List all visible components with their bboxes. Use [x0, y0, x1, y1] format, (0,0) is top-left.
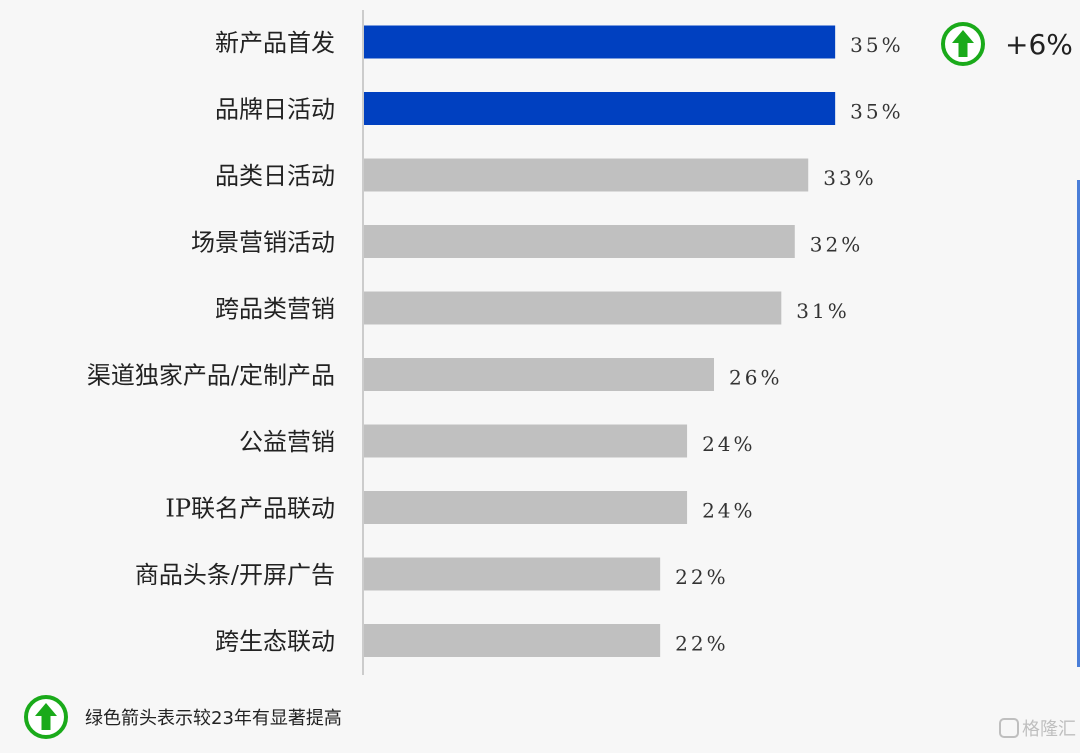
- badge-text: +6%: [1005, 28, 1073, 61]
- category-label: 商品头条/开屏广告: [135, 561, 335, 589]
- data-label: 22%: [675, 632, 728, 656]
- bar: [364, 291, 782, 325]
- category-label: IP联名产品联动: [165, 495, 335, 523]
- up-arrow-icon: [24, 695, 68, 739]
- category-label: 新产品首发: [215, 29, 335, 57]
- category-label: 跨品类营销: [215, 295, 335, 323]
- legend-text: 绿色箭头表示较23年有显著提高: [85, 708, 342, 729]
- right-edge-line: [1077, 180, 1080, 667]
- bar: [364, 358, 714, 391]
- bar: [364, 491, 688, 524]
- legend: 绿色箭头表示较23年有显著提高: [24, 695, 342, 739]
- watermark-logo-icon: [999, 718, 1019, 738]
- arrow-shape: [35, 703, 57, 730]
- data-label: 32%: [810, 233, 863, 257]
- growth-badge: +6%: [941, 22, 1073, 66]
- bar: [364, 225, 795, 258]
- bar: [364, 25, 836, 59]
- bar: [364, 557, 661, 591]
- bars: [364, 25, 836, 657]
- watermark: 格隆汇: [999, 718, 1076, 740]
- bar: [364, 158, 809, 192]
- category-label: 场景营销活动: [191, 229, 335, 257]
- category-labels: 新产品首发品牌日活动品类日活动场景营销活动跨品类营销渠道独家产品/定制产品公益营…: [87, 29, 335, 656]
- watermark-text: 格隆汇: [1022, 719, 1076, 740]
- data-label: 31%: [796, 299, 849, 323]
- category-label: 品牌日活动: [215, 96, 335, 124]
- data-label: 35%: [850, 100, 903, 124]
- data-label: 24%: [702, 432, 755, 456]
- data-label: 22%: [675, 565, 728, 589]
- category-label: 跨生态联动: [215, 628, 335, 656]
- category-label: 渠道独家产品/定制产品: [87, 362, 335, 390]
- data-label: 24%: [702, 499, 755, 523]
- data-label: 26%: [729, 366, 782, 390]
- up-arrow-icon: [941, 22, 985, 66]
- category-label: 品类日活动: [215, 162, 335, 190]
- value-labels: 35% 35% 33% 32% 31% 26% 24% 24% 22% 22%: [675, 33, 903, 656]
- bar: [364, 92, 836, 125]
- bar: [364, 624, 661, 657]
- bar: [364, 424, 688, 458]
- data-label: 35%: [850, 33, 903, 57]
- data-label: 33%: [823, 166, 876, 190]
- arrow-shape: [952, 30, 974, 57]
- category-label: 公益营销: [239, 428, 335, 456]
